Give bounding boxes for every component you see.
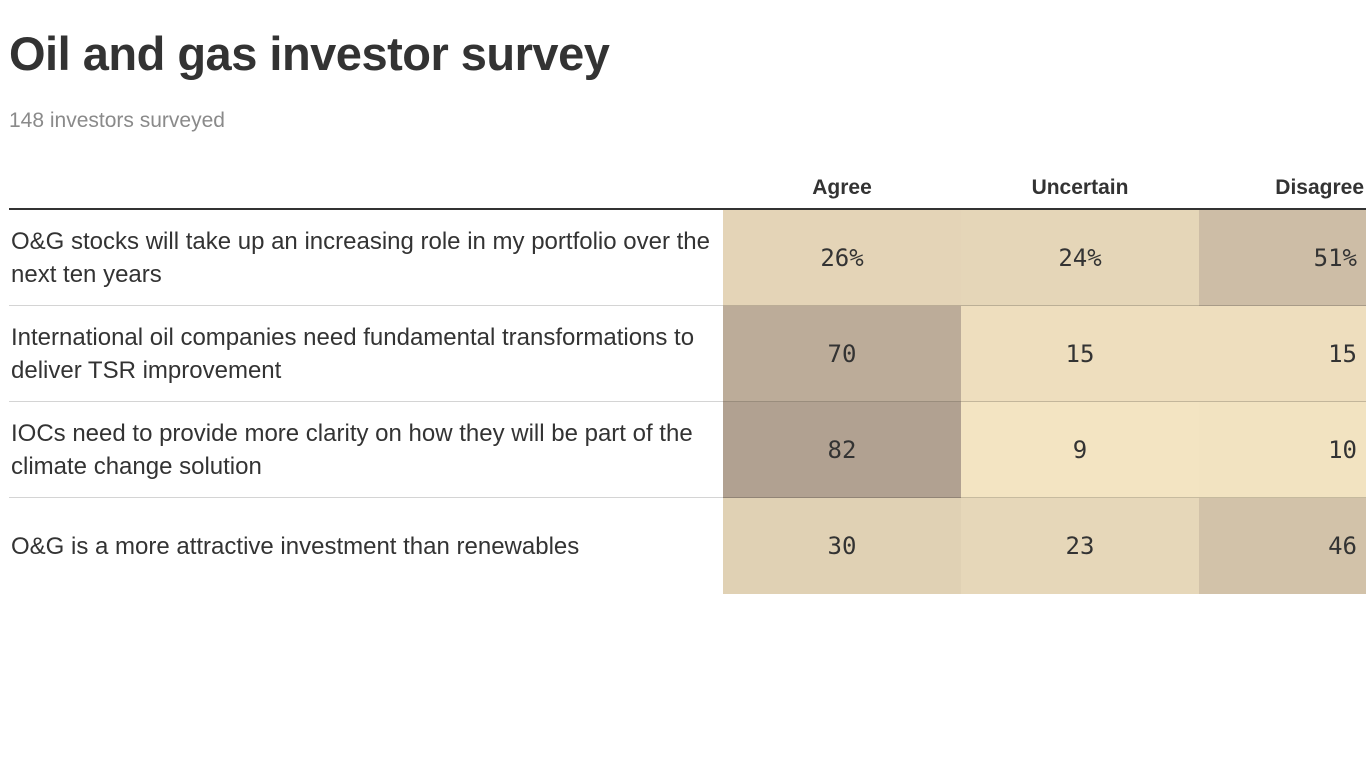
cell-divider: [723, 401, 1366, 402]
row-label: International oil companies need fundame…: [11, 324, 695, 384]
cell-uncertain: 24%: [961, 210, 1199, 306]
table-row: O&G stocks will take up an increasing ro…: [9, 210, 1366, 306]
row-label: O&G stocks will take up an increasing ro…: [11, 228, 710, 288]
column-header-agree: Agree: [812, 176, 872, 199]
cell-agree: 30: [723, 498, 961, 594]
table-row: IOCs need to provide more clarity on how…: [9, 402, 1366, 498]
row-divider: [9, 497, 723, 498]
cell-disagree: 15: [1199, 306, 1366, 402]
cell-uncertain: 15: [961, 306, 1199, 402]
column-header-disagree: Disagree: [1275, 176, 1364, 199]
row-divider: [9, 401, 723, 402]
row-label: IOCs need to provide more clarity on how…: [11, 420, 693, 480]
cell-uncertain: 9: [961, 402, 1199, 498]
cell-divider: [723, 305, 1366, 306]
cell-disagree: 51%: [1199, 210, 1366, 306]
row-label: O&G is a more attractive investment than…: [11, 532, 580, 560]
cell-divider: [723, 497, 1366, 498]
column-header-uncertain: Uncertain: [1031, 176, 1129, 199]
cell-disagree: 10: [1199, 402, 1366, 498]
chart-subtitle: 148 investors surveyed: [9, 109, 225, 132]
cell-agree: 70: [723, 306, 961, 402]
header-rule: [9, 208, 1366, 210]
cell-uncertain: 23: [961, 498, 1199, 594]
cell-agree: 26%: [723, 210, 961, 306]
cell-disagree: 46: [1199, 498, 1366, 594]
cell-agree: 82: [723, 402, 961, 498]
row-divider: [9, 305, 723, 306]
chart-title: Oil and gas investor survey: [9, 27, 610, 80]
table-row: International oil companies need fundame…: [9, 306, 1366, 402]
table-row: O&G is a more attractive investment than…: [9, 498, 1366, 594]
